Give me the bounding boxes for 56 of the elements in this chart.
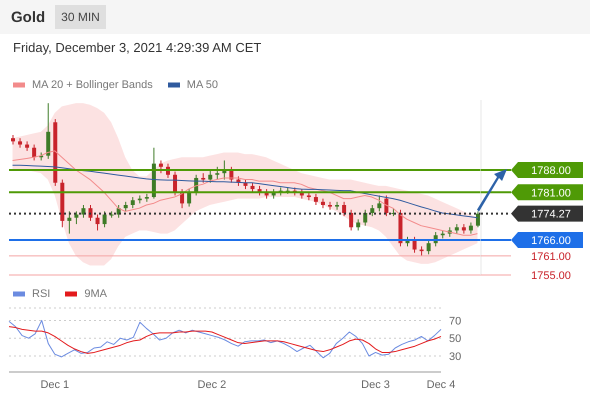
legend-label: MA 50 [186, 79, 218, 91]
candlestick [320, 198, 325, 209]
y-tick-label: 30 [449, 350, 462, 363]
candlestick [18, 138, 22, 148]
candlestick [426, 240, 431, 255]
candlestick [130, 196, 135, 209]
legend-label: RSI [31, 288, 50, 300]
y-tick-label: 1755.00 [531, 270, 571, 282]
candlestick [46, 102, 50, 160]
candlestick [462, 224, 466, 234]
y-tick-label: 1788.00 [531, 165, 571, 177]
y-tick-label: 50 [449, 333, 462, 346]
y-tick-label: 1766.00 [531, 235, 571, 247]
candlestick [363, 209, 368, 226]
candlestick [476, 210, 480, 228]
candlestick [454, 224, 459, 234]
candlestick [96, 214, 100, 231]
candlestick [74, 210, 78, 225]
candlestick [243, 179, 248, 190]
x-tick-label: Dec 3 [361, 378, 390, 391]
candlestick [25, 140, 30, 152]
y-tick-label: 1761.00 [531, 250, 571, 263]
candlestick [187, 188, 192, 208]
x-tick-label: Dec 2 [198, 378, 226, 391]
candlestick [349, 209, 354, 231]
candlestick [356, 218, 360, 231]
candlestick [102, 210, 107, 228]
y-tick-label: 1774.27 [531, 208, 571, 221]
candlestick [11, 134, 15, 146]
x-tick-label: Dec 4 [426, 378, 456, 391]
chart-title: Gold [11, 8, 46, 26]
line-series [8, 326, 442, 354]
candlestick [377, 194, 382, 212]
legend-label: MA 20 + Bollinger Bands [31, 79, 153, 91]
candlestick [314, 193, 318, 206]
y-tick-label: 1781.00 [531, 187, 571, 200]
candlestick [158, 160, 163, 174]
candlestick [370, 204, 374, 217]
candlestick [67, 210, 72, 234]
y-tick-label: 70 [449, 315, 462, 328]
candlestick [342, 201, 346, 217]
legend-label: 9MA [83, 288, 107, 300]
chart-subtitle: Friday, December 3, 2021 4:29:39 AM CET [13, 40, 262, 55]
candlestick [124, 201, 128, 212]
x-tick-label: Dec 1 [40, 378, 70, 391]
candlestick [81, 204, 86, 218]
candlestick [201, 172, 206, 184]
text: 30 MIN [55, 5, 106, 29]
candlestick [420, 246, 424, 256]
candlestick [32, 144, 36, 161]
line-series [8, 320, 442, 358]
candlestick [384, 194, 388, 217]
candlestick [215, 166, 220, 180]
candlestick [208, 170, 212, 184]
candlestick [468, 222, 473, 234]
candlestick [250, 182, 255, 193]
